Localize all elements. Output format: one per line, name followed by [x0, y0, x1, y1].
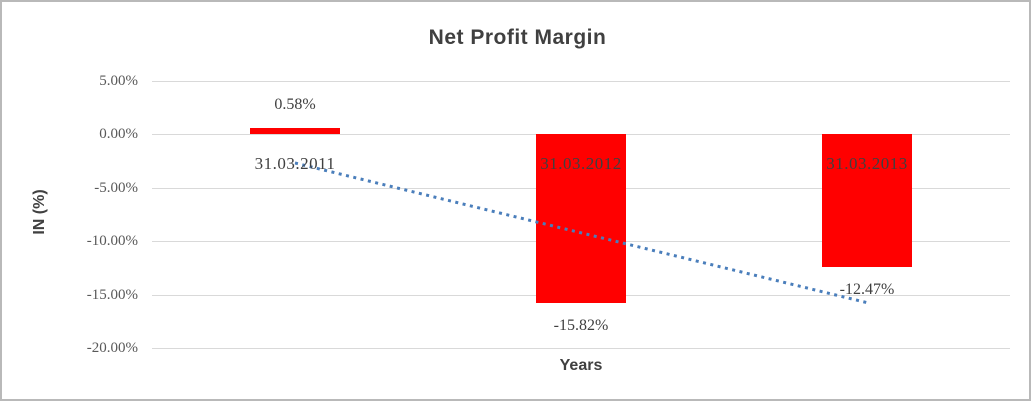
category-label: 31.03.2011	[254, 154, 336, 173]
gridline	[152, 348, 1010, 349]
y-tick-label: 5.00%	[99, 72, 138, 89]
bar-2011	[250, 127, 340, 134]
gridline	[152, 80, 1010, 82]
category-label: 31.03.2013	[826, 154, 908, 173]
y-tick-label: -5.00%	[94, 179, 138, 196]
value-label: -15.82%	[553, 317, 609, 335]
y-tick-label: -20.00%	[86, 340, 138, 356]
category-label: 31.03.2012	[540, 154, 622, 173]
value-label: 0.58%	[274, 95, 316, 113]
y-tick-label: -10.00%	[86, 233, 138, 249]
x-axis-title: Years	[559, 357, 603, 374]
chart-title: Net Profit Margin	[428, 26, 607, 49]
y-tick-label: -15.00%	[86, 286, 138, 303]
value-label: -12.47%	[839, 281, 895, 299]
y-tick-label: 0.00%	[99, 126, 138, 142]
